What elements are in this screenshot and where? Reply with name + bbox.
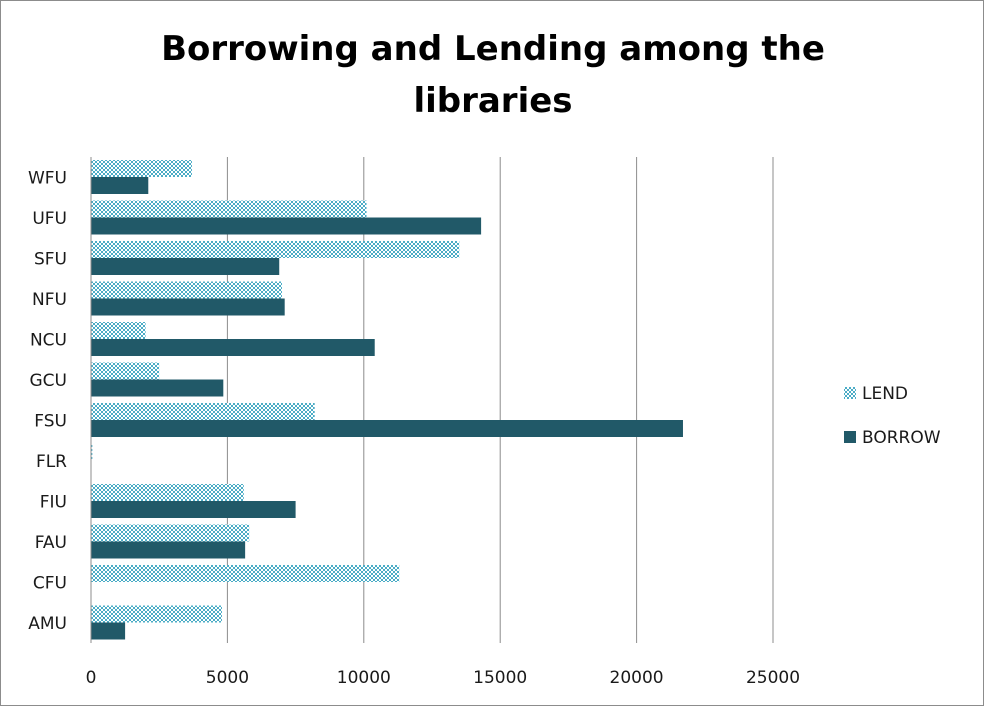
- bar-lend-ncu: [91, 322, 146, 339]
- x-tick-label: 15000: [473, 668, 527, 688]
- bar-borrow-fau: [91, 541, 246, 559]
- bar-borrow-nfu: [91, 298, 285, 316]
- bar-borrow-ncu: [91, 339, 375, 356]
- bar-borrow-fsu: [91, 420, 683, 437]
- bar-borrow-gcu: [91, 379, 224, 397]
- bar-lend-gcu: [91, 362, 160, 380]
- bar-lend-nfu: [91, 281, 282, 299]
- bar-borrow-ufu: [91, 217, 482, 235]
- bar-lend-amu: [91, 605, 222, 623]
- bar-borrow-fiu: [91, 501, 296, 518]
- y-tick-label: UFU: [32, 209, 67, 229]
- bar-lend-fsu: [91, 403, 315, 420]
- axes: 0 5000 10000 15000 20000 25000 WFU UFU SFU NFU NCU…: [28, 157, 800, 688]
- bar-lend-sfu: [91, 241, 460, 258]
- bar-lend-flr: [91, 443, 93, 461]
- y-tick-label: GCU: [30, 371, 68, 391]
- legend-swatch-lend: [844, 387, 856, 399]
- legend-label-borrow: BORROW: [862, 428, 941, 448]
- bar-borrow-sfu: [91, 258, 280, 275]
- y-tick-label: NCU: [30, 330, 67, 350]
- legend-swatch-borrow: [844, 431, 856, 443]
- x-tick-label: 20000: [610, 668, 664, 688]
- y-tick-label: CFU: [33, 573, 67, 593]
- y-tick-label: FIU: [40, 492, 67, 512]
- chart-title: Borrowing and Lending among the librarie…: [161, 29, 825, 121]
- y-tick-label: FLR: [36, 452, 67, 472]
- bar-borrow-amu: [91, 622, 126, 640]
- bar-borrow-wfu: [91, 177, 149, 194]
- x-tick-label: 0: [86, 668, 97, 688]
- y-tick-label: WFU: [28, 168, 67, 188]
- bar-lend-fau: [91, 524, 250, 542]
- x-tick-label: 5000: [206, 668, 249, 688]
- y-tick-label: NFU: [32, 290, 67, 310]
- y-tick-label: SFU: [34, 249, 67, 269]
- y-tick-label: AMU: [28, 614, 67, 634]
- x-tick-label: 10000: [337, 668, 391, 688]
- x-tick-label: 25000: [746, 668, 800, 688]
- bar-lend-fiu: [91, 484, 244, 501]
- bars: [91, 160, 683, 640]
- gridlines: [226, 157, 774, 643]
- bar-lend-cfu: [91, 565, 400, 582]
- legend: LEND BORROW: [844, 384, 941, 448]
- bar-lend-ufu: [91, 200, 367, 218]
- bar-lend-wfu: [91, 160, 192, 177]
- legend-label-lend: LEND: [862, 384, 908, 404]
- y-tick-label: FAU: [35, 533, 67, 553]
- y-tick-label: FSU: [34, 411, 67, 431]
